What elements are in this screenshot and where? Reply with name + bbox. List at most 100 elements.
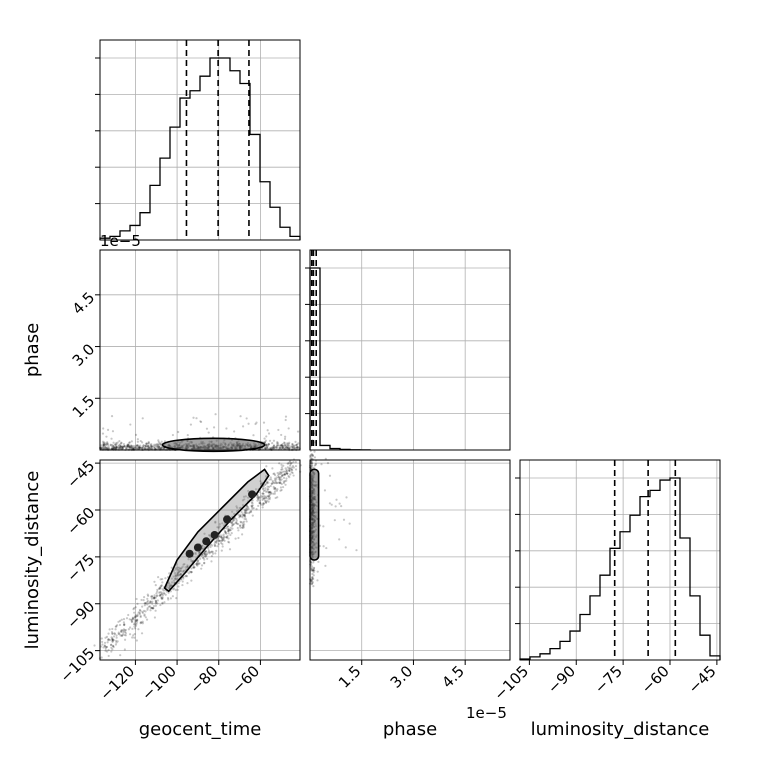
sample-point (103, 641, 107, 644)
sample-point (184, 575, 187, 578)
sample-point (217, 539, 220, 542)
sample-point (282, 480, 285, 483)
sample-point (167, 591, 170, 594)
sample-point (186, 565, 190, 568)
sample-point (271, 481, 275, 484)
sample-point (123, 633, 126, 637)
sample-point (131, 447, 134, 450)
sample-point (287, 444, 291, 448)
sample-point (173, 572, 177, 575)
sample-point (127, 445, 130, 448)
sample-point (286, 446, 289, 449)
sample-point (268, 493, 271, 496)
sample-point (283, 444, 287, 447)
sample-point (263, 437, 266, 440)
sample-point (266, 429, 269, 432)
sample-point (126, 444, 129, 447)
sample-point (264, 447, 267, 450)
sample-point (138, 447, 141, 450)
sample-point (280, 468, 283, 471)
sample-point (222, 535, 225, 538)
sample-point (171, 433, 175, 437)
sample-point (134, 615, 138, 618)
y-tick-label-luminosity-distance: −90 (63, 597, 98, 632)
sample-point (299, 470, 302, 473)
sample-point (113, 447, 116, 451)
sample-point (100, 656, 103, 659)
sample-point (115, 441, 118, 445)
sample-point (309, 580, 313, 583)
sample-point (136, 443, 139, 447)
sample-point (270, 492, 273, 495)
sample-point (207, 547, 210, 550)
sample-point (279, 472, 282, 476)
sample-point (181, 580, 184, 583)
sample-point (255, 421, 258, 424)
sample-point (152, 606, 155, 610)
sample-point (106, 441, 109, 444)
sample-point (230, 521, 233, 524)
sample-point (283, 441, 286, 444)
sample-point (144, 444, 147, 447)
sample-point (227, 537, 230, 540)
sample-point (243, 514, 246, 517)
sample-point (154, 584, 157, 587)
sample-point (291, 443, 294, 446)
sample-point (239, 520, 242, 523)
sample-point (137, 611, 140, 614)
sample-point (131, 627, 134, 630)
sample-point (247, 422, 250, 425)
sample-point (294, 468, 298, 471)
sample-point (273, 472, 276, 475)
sample-point (141, 622, 144, 625)
sample-point (313, 450, 316, 453)
sample-point (195, 417, 198, 420)
sample-point (219, 535, 223, 539)
sample-point (149, 606, 153, 609)
sample-point (217, 543, 220, 546)
sample-point (126, 445, 129, 448)
sample-point (154, 444, 157, 447)
sample-point (243, 520, 246, 523)
sample-point (121, 634, 124, 637)
sample-point (149, 600, 152, 603)
sample-point (292, 460, 295, 464)
sample-point (122, 618, 126, 621)
sample-point (151, 448, 154, 451)
sample-point (160, 592, 164, 596)
sample-point (135, 618, 139, 621)
sample-point (153, 596, 156, 599)
sample-point (278, 471, 281, 474)
sample-point (242, 524, 245, 527)
sample-point (277, 428, 280, 432)
sample-point (273, 486, 277, 490)
sample-point (322, 545, 325, 548)
sample-point (115, 446, 118, 449)
sample-point (258, 448, 261, 451)
sample-point (102, 446, 105, 450)
sample-point (183, 563, 186, 566)
sample-point (291, 448, 294, 452)
sample-point (309, 466, 312, 469)
sample-point (271, 446, 274, 449)
sample-point (296, 430, 300, 433)
sample-point (167, 587, 170, 590)
sample-point (312, 466, 315, 469)
sample-point (207, 550, 210, 553)
sample-point (265, 446, 269, 449)
sample-point (256, 494, 259, 497)
sample-point (159, 594, 162, 597)
sample-point (280, 482, 283, 486)
sample-point (292, 448, 295, 451)
sample-point (159, 447, 162, 450)
sample-point (274, 488, 277, 491)
sample-point (161, 597, 164, 600)
sample-point (263, 499, 267, 502)
sample-point (271, 467, 274, 470)
x-axis-label-luminosity-distance: luminosity_distance (531, 719, 710, 740)
sample-point (141, 445, 144, 448)
sample-point (287, 474, 290, 478)
sample-point (120, 630, 123, 633)
sample-point (338, 538, 341, 541)
sample-point (174, 575, 177, 578)
